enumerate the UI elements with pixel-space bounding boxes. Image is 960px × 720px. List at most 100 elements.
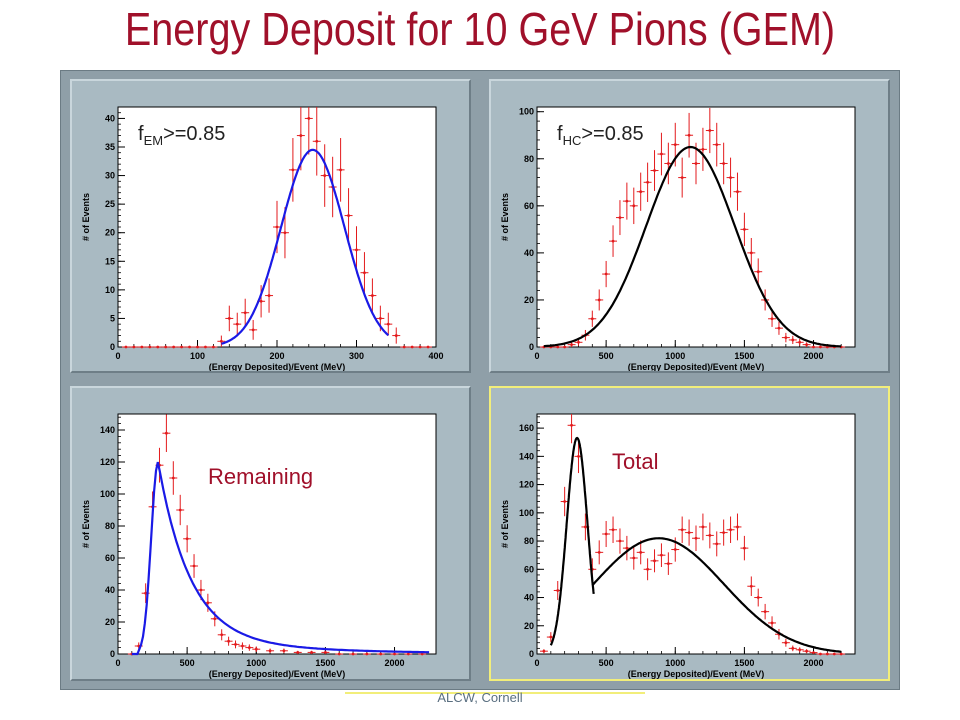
data-marker [646, 180, 650, 184]
data-point [629, 187, 638, 225]
data-marker [268, 649, 272, 653]
data-point [712, 122, 721, 167]
y-tick-label: 5 [110, 313, 115, 323]
data-marker [259, 299, 263, 303]
data-marker [832, 652, 836, 656]
data-point [657, 543, 666, 567]
data-marker [234, 643, 237, 646]
data-marker [749, 251, 753, 255]
data-point [224, 636, 233, 646]
data-point [595, 540, 604, 565]
data-point [321, 650, 330, 654]
data-marker [283, 231, 287, 235]
data-point [768, 310, 777, 327]
data-marker [618, 216, 622, 219]
y-tick-label: 120 [100, 457, 115, 467]
data-point [698, 127, 707, 171]
panel-label: Total [612, 449, 658, 474]
data-point [678, 516, 687, 544]
page-title: Energy Deposit for 10 GeV Pions (GEM) [124, 3, 836, 55]
data-marker [241, 644, 244, 648]
data-marker [660, 553, 663, 557]
data-point [567, 414, 576, 444]
data-point [349, 652, 358, 656]
y-tick-label: 0 [110, 342, 115, 352]
y-tick-label: 80 [524, 154, 534, 164]
data-point [692, 525, 700, 552]
y-tick-label: 140 [100, 425, 115, 435]
data-point [698, 513, 707, 541]
data-marker [355, 248, 358, 252]
data-point [190, 554, 199, 578]
data-marker [812, 345, 815, 349]
data-point [830, 652, 839, 656]
data-point [416, 345, 425, 349]
data-marker [220, 633, 224, 637]
plot-canvas: 0 100 200 300 400 0 5 10 15 20 25 30 35 40 (Energy Dep… [60, 70, 900, 690]
data-marker [542, 649, 546, 653]
data-point [816, 345, 825, 349]
data-marker [749, 584, 753, 588]
data-marker [784, 641, 788, 645]
data-marker [426, 345, 430, 349]
x-tick-label: 0 [115, 351, 120, 361]
x-tick-label: 1000 [246, 658, 266, 668]
data-point [837, 652, 846, 656]
data-marker [213, 617, 217, 621]
data-marker [708, 534, 712, 537]
y-axis-label: # of Events [81, 500, 91, 548]
data-point [169, 461, 178, 495]
data-point [740, 212, 749, 246]
data-point [193, 345, 202, 349]
data-marker [687, 531, 691, 534]
panel-label-main: f [557, 123, 563, 145]
data-point [622, 182, 631, 220]
x-tick-label: 0 [534, 351, 539, 361]
data-marker [694, 162, 698, 165]
x-tick-label: 200 [269, 351, 284, 361]
data-point [560, 345, 569, 349]
data-marker [784, 336, 788, 339]
data-marker [291, 168, 295, 172]
data-point [712, 531, 721, 557]
x-tick-label: 500 [599, 658, 614, 668]
data-marker [379, 652, 383, 656]
data-point [217, 629, 226, 641]
data-marker [653, 169, 656, 172]
pad-hc[interactable]: 0 500 1000 1500 2000 0 20 40 60 80 100 (Energy Depo… [489, 79, 890, 373]
data-point [747, 576, 756, 597]
data-marker [323, 651, 327, 654]
data-marker [164, 345, 168, 349]
pad-em[interactable]: 0 100 200 300 400 0 5 10 15 20 25 30 35 40 (Energy Dep… [70, 79, 471, 373]
data-point [816, 652, 825, 656]
y-tick-label: 0 [529, 649, 534, 659]
footer-rule [345, 692, 645, 694]
data-marker [791, 646, 795, 650]
hc-histogram: 0 500 1000 1500 2000 0 20 40 60 80 100 (Energy Depo… [500, 106, 856, 371]
data-point [384, 312, 393, 336]
data-marker [666, 562, 670, 566]
y-tick-label: 40 [524, 248, 534, 258]
data-marker [756, 270, 760, 274]
data-point [238, 642, 247, 650]
data-point [153, 345, 162, 349]
y-tick-label: 60 [524, 564, 534, 574]
data-point [636, 540, 645, 565]
x-tick-label: 0 [534, 658, 539, 668]
data-marker [556, 345, 560, 349]
data-point [137, 345, 146, 349]
data-point [418, 652, 427, 656]
y-tick-label: 80 [524, 536, 534, 546]
data-marker [402, 345, 406, 349]
y-tick-label: 10 [105, 285, 115, 295]
pad-total[interactable]: 0 500 1000 1500 2000 0 20 40 60 80 100 120 140 160 (En… [489, 386, 890, 681]
data-marker [394, 334, 398, 337]
data-point [392, 327, 401, 344]
pad-remaining[interactable]: 0 500 1000 1500 2000 0 20 40 60 80 100 120 140 (Energ… [70, 386, 471, 681]
data-marker [282, 649, 286, 653]
data-point [400, 345, 409, 349]
data-point [719, 142, 728, 185]
y-tick-label: 15 [105, 256, 115, 266]
data-point [335, 652, 344, 656]
data-marker [715, 143, 719, 147]
